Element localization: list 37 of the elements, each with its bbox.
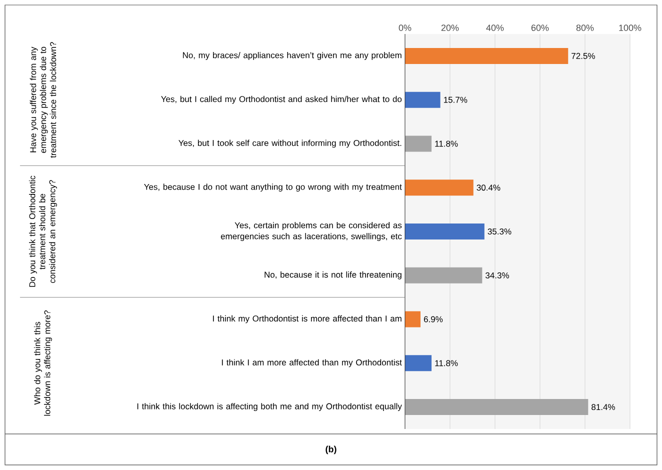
bar bbox=[405, 136, 432, 152]
x-tick-label: 100% bbox=[619, 24, 642, 31]
bar bbox=[405, 399, 588, 416]
x-tick-label: 60% bbox=[531, 24, 549, 31]
data-label: 72.5% bbox=[572, 52, 595, 59]
x-tick-label: 0% bbox=[398, 24, 412, 31]
x-tick-label: 40% bbox=[486, 24, 504, 31]
bar bbox=[405, 355, 432, 372]
text: Do you think that Orthodontic treatment should be considered an emergency? bbox=[29, 176, 57, 287]
y-tick-label: Yes, but I called my Orthodontist and asked him/her what to do bbox=[161, 96, 402, 104]
text: Have you suffered from any emergency problems due to treatment since the lockdown? bbox=[30, 42, 56, 158]
data-label: 30.4% bbox=[476, 184, 500, 191]
y-tick-label: No, my braces/ appliances haven’t given me any problem bbox=[182, 52, 402, 60]
bar bbox=[405, 311, 421, 328]
bar bbox=[405, 48, 568, 64]
bar bbox=[405, 180, 474, 196]
data-label: 34.3% bbox=[486, 272, 509, 278]
bar bbox=[405, 223, 484, 240]
text: Who do you think this lockdown is affecting more? bbox=[34, 310, 52, 416]
data-label: 11.8% bbox=[435, 360, 458, 366]
y-tick-label: No, because it is not life threatening bbox=[264, 271, 402, 280]
x-tick-label: 80% bbox=[576, 24, 594, 31]
x-tick-label: 20% bbox=[441, 24, 459, 31]
data-label: 11.8% bbox=[435, 140, 458, 147]
y-tick-label: I think I am more affected than my Orthodontist bbox=[222, 359, 402, 368]
data-label: 35.3% bbox=[488, 228, 512, 234]
text: (b) bbox=[326, 446, 336, 454]
y-tick-label: I think my Orthodontist is more affected than I am bbox=[213, 315, 402, 324]
data-label: 81.4% bbox=[592, 404, 615, 410]
bar bbox=[405, 92, 440, 108]
y-tick-label: Yes, certain problems can be considered as emergencies such as lacerations, swellings, etc bbox=[220, 222, 402, 241]
data-label: 15.7% bbox=[444, 96, 468, 103]
data-label: 6.9% bbox=[424, 316, 443, 322]
y-tick-label: Yes, because I do not want anything to go wrong with my treatment bbox=[144, 184, 402, 192]
bar bbox=[405, 267, 482, 284]
y-tick-label: Yes, but I took self care without informing my Orthodontist. bbox=[178, 140, 402, 148]
y-tick-label: I think this lockdown is affecting both me and my Orthodontist equally bbox=[137, 403, 402, 412]
